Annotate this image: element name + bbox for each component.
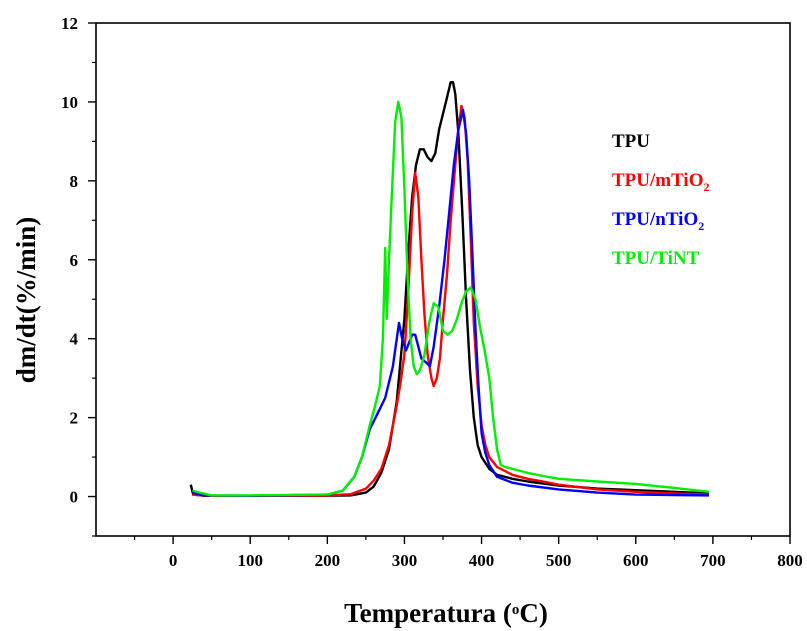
legend-entry-main: TPU xyxy=(612,131,650,152)
series-layer xyxy=(189,81,710,497)
x-tick-label: 500 xyxy=(546,551,572,570)
ticks-layer: 0 100 200 300 400 500 600 700 800 0 2 4 6 8 10 12 xyxy=(61,14,803,570)
x-axis-title: Temperatura (oC) xyxy=(344,598,548,628)
legend-entry-0: TPU xyxy=(612,131,650,152)
x-tick-label: 300 xyxy=(392,551,418,570)
y-tick-label: 0 xyxy=(70,488,79,507)
x-tick-label: 100 xyxy=(237,551,263,570)
legend-entry-2: TPU/nTiO2 xyxy=(612,209,704,233)
legend-entry-sub: 2 xyxy=(704,180,710,194)
legend-entry-main: TPU/nTiO xyxy=(612,209,698,230)
legend-entry-1: TPU/mTiO2 xyxy=(612,170,710,194)
x-axis-title-sup: o xyxy=(512,602,520,618)
x-tick-label: 600 xyxy=(623,551,649,570)
x-axis-title-main: Temperatura ( xyxy=(344,598,512,628)
legend-entry-main: TPU/TiNT xyxy=(612,248,700,269)
series-line-1 xyxy=(192,104,710,497)
series-line-0 xyxy=(189,81,710,497)
y-tick-label: 6 xyxy=(70,251,79,270)
y-tick-label: 8 xyxy=(70,172,79,191)
x-tick-label: 200 xyxy=(315,551,341,570)
legend-entry-sub: 2 xyxy=(698,219,704,233)
y-tick-label: 10 xyxy=(61,93,78,112)
x-tick-label: 800 xyxy=(777,551,803,570)
x-tick-label: 700 xyxy=(700,551,726,570)
legend-entry-3: TPU/TiNT xyxy=(612,248,700,269)
y-tick-label: 12 xyxy=(61,14,78,33)
legend-entry-main: TPU/mTiO xyxy=(612,170,704,191)
series-line-3 xyxy=(192,100,710,497)
series-line-2 xyxy=(192,108,710,497)
x-tick-label: 0 xyxy=(169,551,178,570)
x-axis-title-end: C) xyxy=(519,598,548,628)
y-tick-label: 2 xyxy=(70,409,79,428)
y-axis-title: dm/dt(%/min) xyxy=(11,217,41,384)
x-tick-label: 400 xyxy=(469,551,495,570)
y-tick-label: 4 xyxy=(70,330,79,349)
